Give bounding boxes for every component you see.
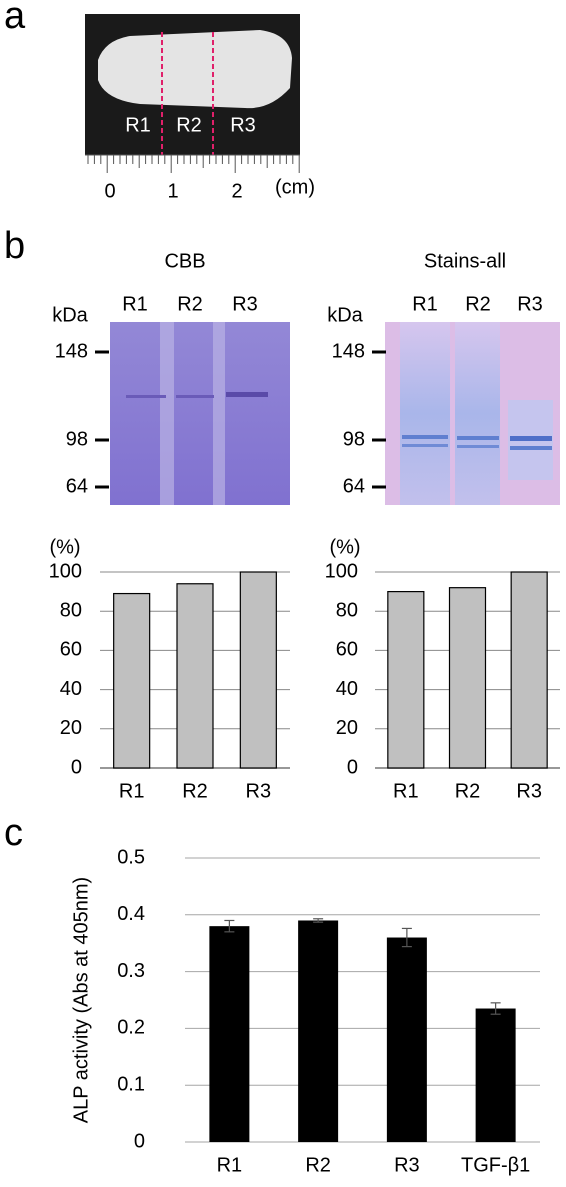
- x-tick-label: R2: [182, 780, 208, 802]
- y-tick-label: 80: [60, 599, 82, 621]
- x-tick-label: R2: [455, 780, 481, 802]
- gel-band: [176, 395, 214, 398]
- y-axis-label: (%): [49, 536, 80, 558]
- y-tick-label: 80: [336, 599, 358, 621]
- panel-label: a: [4, 0, 26, 37]
- gel-band: [402, 444, 448, 447]
- x-tick-label: R1: [217, 1154, 243, 1176]
- bar: [510, 571, 548, 769]
- bar: [113, 592, 151, 769]
- panel-label: b: [4, 225, 25, 267]
- gel-title: Stains-all: [424, 250, 506, 272]
- marker-label: 98: [343, 428, 365, 450]
- lane-label: R1: [122, 293, 148, 315]
- marker-label: 148: [55, 340, 88, 362]
- lane-label: R2: [465, 293, 491, 315]
- bar: [386, 937, 427, 1142]
- specimen: [98, 30, 292, 109]
- y-tick-label: 60: [60, 639, 82, 661]
- y-tick-label: 0: [134, 1130, 145, 1152]
- x-tick-label: TGF-β1: [461, 1154, 530, 1176]
- x-tick-label: R3: [246, 780, 272, 802]
- y-tick-label: 0.2: [117, 1017, 145, 1039]
- marker-label: 64: [343, 475, 365, 497]
- gel-band: [126, 395, 166, 398]
- x-tick-label: R1: [119, 780, 145, 802]
- ruler-label: 1: [167, 180, 178, 202]
- gel-lane: [400, 322, 450, 505]
- gel-band: [457, 436, 499, 440]
- y-tick-label: 60: [336, 639, 358, 661]
- gel-title: CBB: [164, 250, 205, 272]
- lane-label: R3: [517, 293, 543, 315]
- region-label: R3: [230, 114, 256, 136]
- marker-label: 64: [66, 475, 88, 497]
- error-bar: [313, 918, 324, 923]
- bar: [387, 590, 425, 769]
- gel-band: [402, 435, 448, 439]
- y-tick-label: 0: [71, 756, 82, 778]
- y-tick-label: 20: [336, 717, 358, 739]
- lane-label: R1: [412, 293, 438, 315]
- marker-label: 98: [66, 428, 88, 450]
- gel-band: [457, 445, 499, 448]
- marker-label: 148: [332, 340, 365, 362]
- x-tick-label: R2: [305, 1154, 331, 1176]
- bar: [475, 1008, 516, 1142]
- ruler-unit: (cm): [275, 176, 315, 198]
- bar: [239, 571, 277, 769]
- y-tick-label: 40: [336, 678, 358, 700]
- ruler-label: 0: [104, 180, 115, 202]
- y-tick-label: 0.4: [117, 903, 145, 925]
- error-bar: [224, 919, 235, 933]
- lane-label: R3: [232, 293, 258, 315]
- y-tick-label: 100: [325, 560, 358, 582]
- x-tick-label: R1: [393, 780, 419, 802]
- error-bar: [490, 1002, 501, 1015]
- y-tick-label: 0.1: [117, 1073, 145, 1095]
- error-bar: [401, 927, 412, 948]
- gel-lane-gap: [213, 322, 225, 505]
- gel-band: [226, 392, 268, 397]
- ruler: [85, 154, 300, 173]
- y-axis-label: (%): [329, 536, 360, 558]
- bar: [448, 587, 487, 769]
- x-tick-label: R3: [394, 1154, 420, 1176]
- gel-band: [510, 446, 552, 450]
- bar: [176, 583, 214, 769]
- ruler-label: 2: [231, 180, 242, 202]
- lane-label: R2: [177, 293, 203, 315]
- gel-lane-gap: [160, 322, 174, 505]
- y-axis-label: ALP activity (Abs at 405nm): [70, 877, 92, 1123]
- gel-image: [110, 322, 290, 505]
- unit-label: kDa: [52, 304, 88, 326]
- y-tick-label: 40: [60, 678, 82, 700]
- panel-label: c: [4, 812, 23, 854]
- y-tick-label: 0.5: [117, 846, 145, 868]
- gel-lane: [455, 322, 500, 505]
- y-tick-label: 100: [49, 560, 82, 582]
- x-tick-label: R3: [516, 780, 542, 802]
- y-tick-label: 0: [347, 756, 358, 778]
- bar: [209, 926, 250, 1142]
- unit-label: kDa: [327, 304, 363, 326]
- y-tick-label: 20: [60, 717, 82, 739]
- gel-band: [510, 436, 552, 441]
- region-label: R1: [125, 114, 151, 136]
- bar: [298, 920, 339, 1142]
- y-tick-label: 0.3: [117, 960, 145, 982]
- region-label: R2: [176, 114, 202, 136]
